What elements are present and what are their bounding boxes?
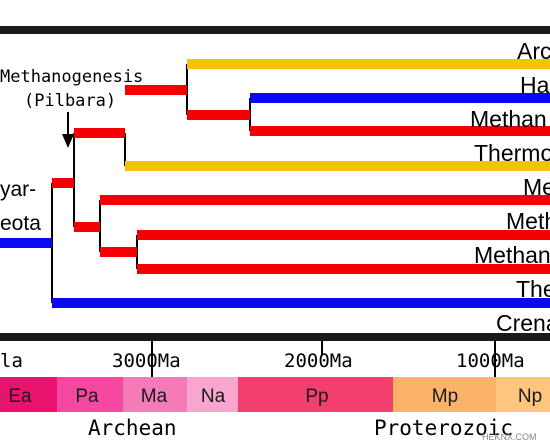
annotation-arrow-head xyxy=(62,134,74,148)
top-rule xyxy=(0,26,550,34)
outgroup-labels: yar- eota xyxy=(0,178,41,235)
outgroup-label-line1: yar- xyxy=(0,178,36,201)
era-segment-ea xyxy=(0,377,57,412)
taxon-label: Arc xyxy=(517,38,550,64)
era-segment-pp xyxy=(238,377,393,412)
taxon-label: Me xyxy=(523,174,550,200)
geologic-time-bar: Ea Pa Ma Na Pp Mp Np xyxy=(0,377,550,412)
era-label: Ma xyxy=(141,386,168,407)
taxon-label: The xyxy=(516,276,550,302)
taxon-branch-methan-2 xyxy=(137,264,550,274)
era-label: Ea xyxy=(8,386,32,407)
annotation-line2: (Pilbara) xyxy=(24,91,116,111)
era-segment-mp xyxy=(393,377,496,412)
taxon-branches xyxy=(0,59,550,308)
era-label: Pa xyxy=(75,386,99,407)
taxon-branch-the xyxy=(52,298,550,308)
era-labels: Ea Pa Ma Na Pp Mp Np xyxy=(8,386,542,407)
eon-labels: Archean Proterozoic xyxy=(88,416,513,440)
taxon-label: Methan xyxy=(470,106,547,132)
era-label: Pp xyxy=(305,386,328,407)
taxon-label: Thermo xyxy=(474,140,550,166)
taxon-branch-me xyxy=(100,195,550,205)
eon-label-proterozoic: Proterozoic xyxy=(374,416,513,440)
watermark: HEKNX.COM xyxy=(482,432,537,442)
taxon-branch-meth xyxy=(137,230,550,240)
branch-methanogenesis-node xyxy=(74,128,125,138)
axis-tick-label: 3000Ma xyxy=(112,350,181,372)
internal-branches xyxy=(52,85,250,257)
axis-tick-label: la xyxy=(0,350,23,372)
taxon-branch-thermo xyxy=(125,161,550,171)
eon-label-archean: Archean xyxy=(88,416,177,440)
axis-rule xyxy=(0,333,550,341)
branch-node-c xyxy=(74,222,100,232)
axis-tick-label: 1000Ma xyxy=(456,350,525,372)
outgroup-label-line2: eota xyxy=(0,212,41,235)
taxon-label: Ha xyxy=(520,72,550,98)
era-label: Mp xyxy=(432,386,458,407)
taxon-branch-arc xyxy=(187,59,550,69)
taxon-label: Meth xyxy=(506,208,550,234)
methanogenesis-annotation: Methanogenesis (Pilbara) xyxy=(0,67,143,148)
taxon-labels: Arc Ha Methan Thermo Me Meth Methan The … xyxy=(470,38,550,336)
branch-node-d xyxy=(100,247,137,257)
branch-node-a xyxy=(125,85,187,95)
branch-root xyxy=(52,178,74,188)
annotation-line1: Methanogenesis xyxy=(0,67,143,87)
branch-node-b xyxy=(187,110,250,120)
time-axis: la 3000Ma 2000Ma 1000Ma xyxy=(0,341,525,381)
outgroup-branch xyxy=(0,238,52,248)
era-segment-np xyxy=(496,377,550,412)
era-segment-na xyxy=(187,377,238,412)
axis-ticks xyxy=(151,341,496,381)
taxon-label: Methan xyxy=(474,242,550,268)
axis-tick-label: 2000Ma xyxy=(284,350,353,372)
era-segment-ma xyxy=(123,377,187,412)
taxon-branch-ha xyxy=(250,93,550,103)
taxon-branch-methan-1 xyxy=(250,126,550,136)
taxon-label: Crena xyxy=(496,310,550,336)
era-label: Np xyxy=(518,386,542,407)
era-segment-pa xyxy=(57,377,123,412)
era-label: Na xyxy=(201,386,226,407)
